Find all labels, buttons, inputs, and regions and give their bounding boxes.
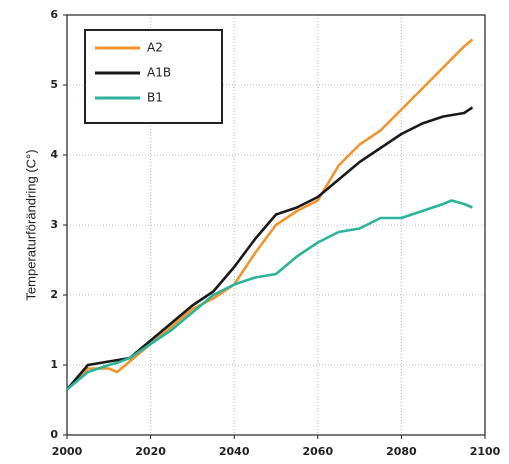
x-tick-label: 2020	[135, 445, 166, 458]
y-tick-label: 0	[50, 428, 58, 441]
data-line	[66, 38, 474, 391]
y-tick-label: 6	[50, 8, 58, 21]
x-tick-label: 2080	[386, 445, 417, 458]
legend-label: B1	[147, 91, 163, 105]
legend-label: A2	[147, 41, 163, 55]
x-tick-label: 2100	[470, 445, 501, 458]
y-axis-label: Temperaturförändring (C°)	[23, 149, 38, 300]
y-tick-label: 1	[50, 358, 58, 371]
legend-label: A1B	[147, 66, 171, 80]
y-tick-label: 4	[50, 148, 58, 161]
y-tick-label: 2	[50, 288, 58, 301]
data-line	[66, 199, 473, 391]
y-tick-label: 5	[50, 78, 58, 91]
x-tick-label: 2040	[219, 445, 250, 458]
data-line	[66, 106, 474, 391]
x-tick-label: 2060	[302, 445, 333, 458]
plot-frame	[66, 14, 486, 436]
legend-box	[84, 29, 223, 124]
x-tick-label: 2000	[52, 445, 83, 458]
y-tick-label: 3	[50, 218, 58, 231]
